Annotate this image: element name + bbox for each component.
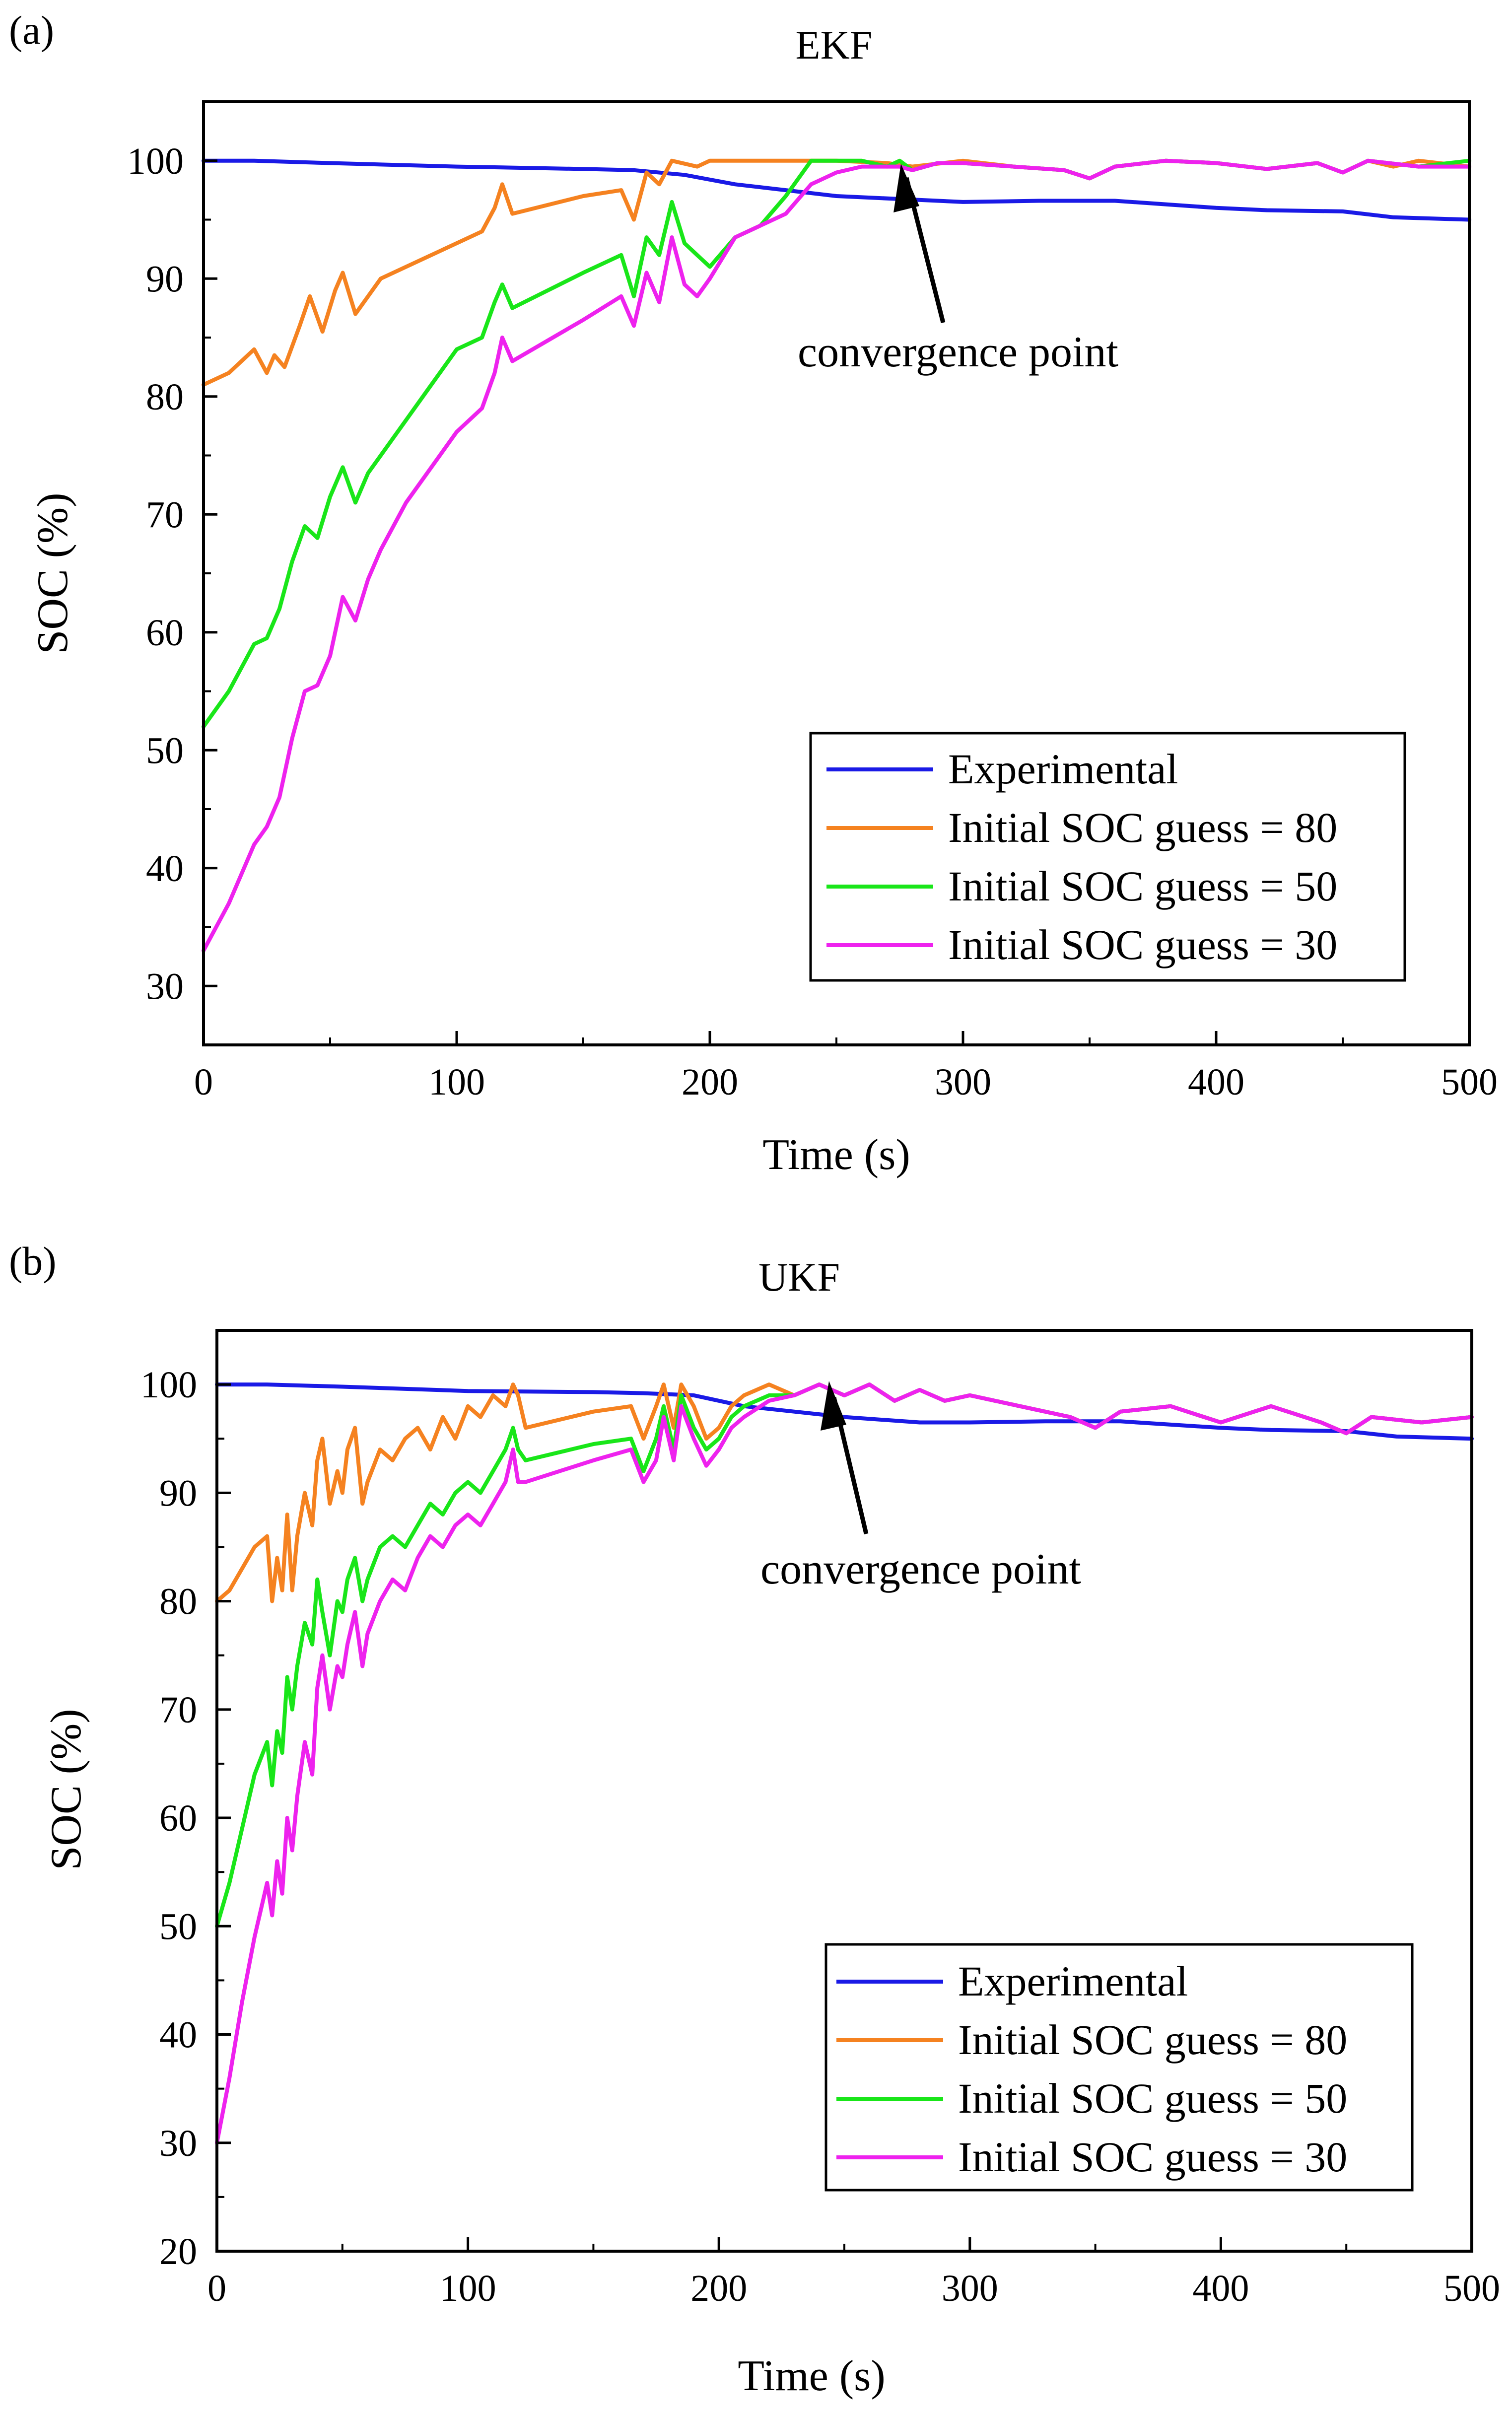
series-line-guess30-b bbox=[215, 1382, 1474, 2145]
y-tick-label-a: 30 bbox=[146, 965, 184, 1007]
convergence-arrowhead-b bbox=[821, 1381, 846, 1431]
legend-label-experimental-b: Experimental bbox=[958, 1957, 1188, 2005]
legend-label-guess30-a: Initial SOC guess = 30 bbox=[948, 921, 1337, 968]
x-tick-label-b: 500 bbox=[1443, 2268, 1500, 2309]
y-tick-label-b: 40 bbox=[159, 2014, 197, 2056]
x-tick-label-a: 100 bbox=[428, 1061, 485, 1103]
x-axis-label-a: Time (s) bbox=[762, 1131, 910, 1179]
x-tick-label-a: 0 bbox=[194, 1061, 213, 1103]
y-tick-label-a: 90 bbox=[146, 258, 184, 300]
y-tick-label-a: 100 bbox=[127, 140, 184, 182]
y-axis-label-b: SOC (%) bbox=[42, 1709, 90, 1870]
plot-area-a: 0 100 200 300 400 500 30 40 50 60 70 80 90 100 bbox=[127, 101, 1498, 1103]
legend-label-experimental-a: Experimental bbox=[948, 745, 1178, 793]
legend-label-guess50-a: Initial SOC guess = 50 bbox=[948, 862, 1337, 910]
legend-label-guess30-b: Initial SOC guess = 30 bbox=[958, 2133, 1347, 2181]
x-axis-label-b: Time (s) bbox=[738, 2352, 885, 2400]
legend-label-guess80-a: Initial SOC guess = 80 bbox=[948, 804, 1337, 851]
y-tick-label-b: 100 bbox=[140, 1364, 197, 1406]
y-tick-label-b: 70 bbox=[159, 1689, 197, 1731]
y-tick-label-a: 60 bbox=[146, 612, 184, 654]
panel-b-title: UKF bbox=[758, 1254, 840, 1300]
series-line-guess50-b bbox=[215, 1382, 1474, 1929]
series-line-experimental-a bbox=[202, 158, 1471, 222]
y-tick-label-a: 50 bbox=[146, 730, 184, 771]
y-tick-label-a: 40 bbox=[146, 848, 184, 890]
plot-frame-a bbox=[202, 100, 1471, 1046]
legend-box-a bbox=[809, 732, 1406, 982]
y-axis-label-a: SOC (%) bbox=[29, 492, 77, 654]
y-tick-label-a: 80 bbox=[146, 376, 184, 418]
legend-a: Experimental Initial SOC guess = 80 Init… bbox=[809, 732, 1406, 982]
legend-box-b bbox=[825, 1943, 1414, 2192]
x-tick-label-a: 500 bbox=[1441, 1061, 1498, 1103]
series-line-experimental-b bbox=[215, 1382, 1474, 1441]
legend-label-guess50-b: Initial SOC guess = 50 bbox=[958, 2074, 1347, 2122]
y-tick-label-a: 70 bbox=[146, 494, 184, 536]
y-tick-label-b: 90 bbox=[159, 1472, 197, 1514]
y-tick-label-b: 50 bbox=[159, 1906, 197, 1947]
panel-a: (a) EKF 0 100 200 300 400 500 30 40 50 60 70 80 90 10… bbox=[9, 7, 1498, 1179]
x-tick-label-b: 0 bbox=[207, 2268, 226, 2309]
panel-a-title: EKF bbox=[796, 22, 873, 68]
panel-b-label: (b) bbox=[9, 1239, 57, 1284]
panel-b: (b) UKF 0 100 200 300 400 500 20 30 40 50 60 70 80 90… bbox=[9, 1239, 1500, 2400]
y-tick-label-b: 80 bbox=[159, 1581, 197, 1623]
panel-a-label: (a) bbox=[9, 7, 54, 53]
x-tick-label-a: 200 bbox=[682, 1061, 738, 1103]
x-tick-label-b: 100 bbox=[440, 2268, 496, 2309]
legend-label-guess80-b: Initial SOC guess = 80 bbox=[958, 2016, 1347, 2064]
x-tick-label-a: 300 bbox=[935, 1061, 991, 1103]
series-line-guess50-a bbox=[202, 158, 1471, 729]
convergence-annotation-a: convergence point bbox=[798, 328, 1118, 376]
series-line-guess30-a bbox=[202, 158, 1471, 953]
convergence-arrowhead-a bbox=[893, 164, 919, 212]
x-tick-label-a: 400 bbox=[1188, 1061, 1244, 1103]
x-tick-label-b: 400 bbox=[1192, 2268, 1249, 2309]
legend-b: Experimental Initial SOC guess = 80 Init… bbox=[825, 1943, 1414, 2192]
plot-area-b: 0 100 200 300 400 500 20 30 40 50 60 70 80 90 100 bbox=[140, 1329, 1500, 2309]
y-tick-label-b: 60 bbox=[159, 1797, 197, 1839]
plot-frame-b bbox=[215, 1329, 1473, 2253]
x-tick-label-b: 200 bbox=[690, 2268, 747, 2309]
convergence-annotation-b: convergence point bbox=[760, 1545, 1081, 1593]
y-tick-label-b: 20 bbox=[159, 2231, 197, 2273]
x-tick-label-b: 300 bbox=[942, 2268, 998, 2309]
y-tick-label-b: 30 bbox=[159, 2123, 197, 2164]
